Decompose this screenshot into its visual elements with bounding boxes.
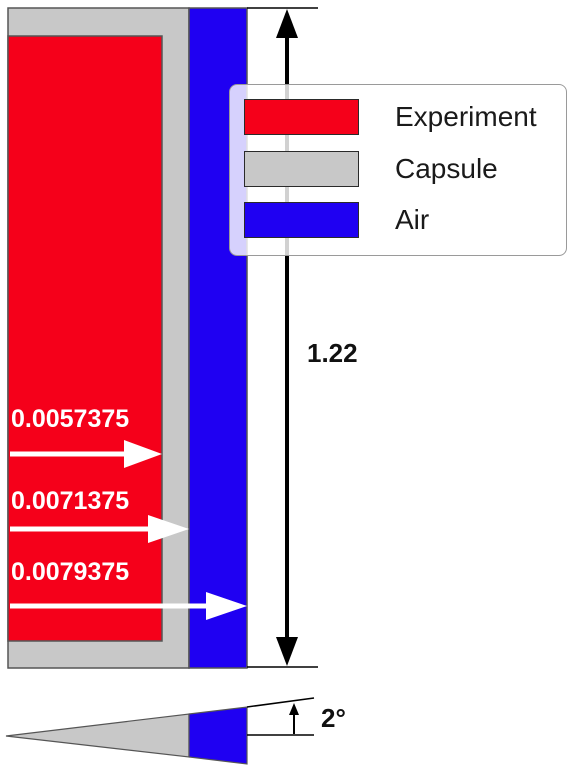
angle-ray-line bbox=[246, 697, 315, 708]
legend-label-capsule: Capsule bbox=[395, 153, 498, 184]
radius-label-capsule: 0.0071375 bbox=[11, 487, 130, 515]
angle-label: 2° bbox=[321, 703, 346, 733]
height-label: 1.22 bbox=[307, 338, 358, 368]
legend-item-capsule: Capsule bbox=[244, 151, 554, 187]
legend-item-air: Air bbox=[244, 202, 554, 238]
capsule-swatch bbox=[244, 151, 359, 187]
radius-arrow-air bbox=[10, 592, 247, 620]
radius-arrow-experiment bbox=[10, 440, 162, 468]
radius-arrow-capsule bbox=[10, 515, 189, 543]
radius-label-experiment: 0.0057375 bbox=[11, 405, 130, 433]
angle-arrow bbox=[289, 703, 299, 734]
wedge-view bbox=[5, 706, 248, 765]
wedge-air bbox=[188, 706, 248, 765]
experiment-region bbox=[7, 35, 163, 642]
experiment-swatch bbox=[244, 99, 359, 135]
legend-label-experiment: Experiment bbox=[395, 101, 537, 132]
legend-item-experiment: Experiment bbox=[244, 99, 554, 135]
wedge-capsule bbox=[5, 713, 190, 758]
legend-label-air: Air bbox=[395, 204, 430, 235]
air-swatch bbox=[244, 202, 359, 238]
radius-label-air: 0.0079375 bbox=[11, 558, 130, 586]
legend: Experiment Capsule Air bbox=[229, 84, 567, 256]
